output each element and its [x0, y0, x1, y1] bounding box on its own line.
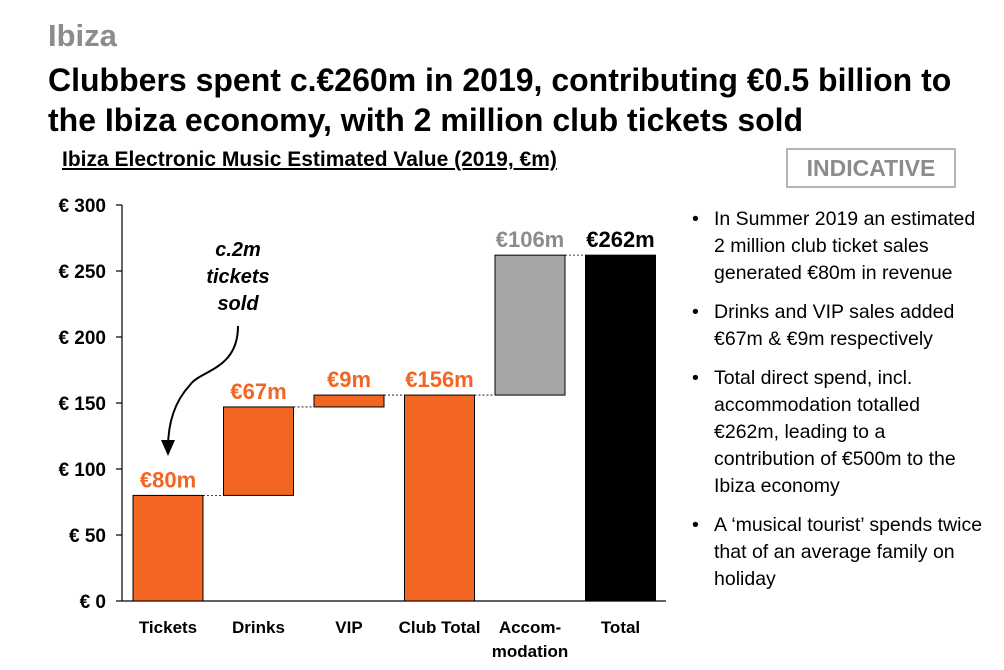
- x-category-label: Tickets: [139, 618, 197, 637]
- indicative-badge: INDICATIVE: [786, 148, 956, 188]
- y-tick-label: € 300: [58, 196, 106, 217]
- data-label: €106m: [496, 227, 565, 252]
- bullet-list: • In Summer 2019 an estimated 2 million c…: [688, 206, 988, 605]
- section-title: Ibiza: [48, 18, 117, 53]
- y-tick-label: € 200: [58, 328, 106, 349]
- annotation-text: c.2m: [215, 239, 261, 261]
- bullet-dot-icon: •: [692, 208, 699, 230]
- bar-total: [585, 254, 656, 602]
- x-category-label: Accom-: [499, 618, 561, 637]
- bar-tickets: [132, 494, 204, 602]
- data-label: €262m: [586, 227, 655, 252]
- annotation-arrow-line: [167, 325, 239, 449]
- x-category-label: modation: [492, 642, 569, 661]
- page-headline: Clubbers spent c.€260m in 2019, contribu…: [48, 62, 952, 138]
- annotation-text: tickets: [206, 266, 269, 288]
- bullet-text: In Summer 2019 an estimated 2 million cl…: [714, 208, 976, 284]
- x-category-label: Drinks: [232, 618, 285, 637]
- bullet-text: Total direct spend, incl. accommodation …: [714, 367, 956, 497]
- x-category-label: Total: [601, 618, 640, 637]
- bullet-text: A ‘musical tourist’ spends twice that of…: [714, 514, 983, 590]
- data-label: €156m: [405, 367, 474, 392]
- bullet-dot-icon: •: [692, 367, 699, 389]
- bar-drinks: [223, 406, 294, 496]
- data-label: €9m: [327, 367, 371, 392]
- x-category-label: Club Total: [399, 618, 481, 637]
- y-tick-label: € 250: [58, 262, 106, 283]
- x-category-label: VIP: [335, 618, 362, 637]
- annotation-arrowhead-icon: [161, 440, 175, 456]
- chart-title: Ibiza Electronic Music Estimated Value (…: [62, 148, 557, 171]
- y-tick-label: € 0: [80, 592, 106, 613]
- y-tick-label: € 50: [69, 526, 106, 547]
- bullet-item: • A ‘musical tourist’ spends twice that o…: [688, 512, 988, 593]
- bar-club-total: [404, 394, 475, 602]
- y-tick-label: € 100: [58, 460, 106, 481]
- waterfall-chart: € 0 € 50 € 100 € 150 € 200 € 250 € 300 €80m €67m…: [58, 196, 666, 661]
- bullet-text: Drinks and VIP sales added €67m & €9m re…: [714, 301, 955, 350]
- data-label: €80m: [140, 467, 196, 492]
- bullet-item: • In Summer 2019 an estimated 2 million c…: [688, 206, 988, 287]
- data-label: €67m: [230, 379, 286, 404]
- bar-accommodation: [494, 254, 566, 396]
- bullet-dot-icon: •: [692, 514, 699, 536]
- bullet-item: • Drinks and VIP sales added €67m & €9m r…: [688, 299, 988, 353]
- annotation-text: sold: [217, 293, 259, 315]
- bar-vip: [313, 394, 385, 408]
- bullet-item: • Total direct spend, incl. accommodation…: [688, 365, 988, 500]
- y-tick-label: € 150: [58, 394, 106, 415]
- bullet-dot-icon: •: [692, 301, 699, 323]
